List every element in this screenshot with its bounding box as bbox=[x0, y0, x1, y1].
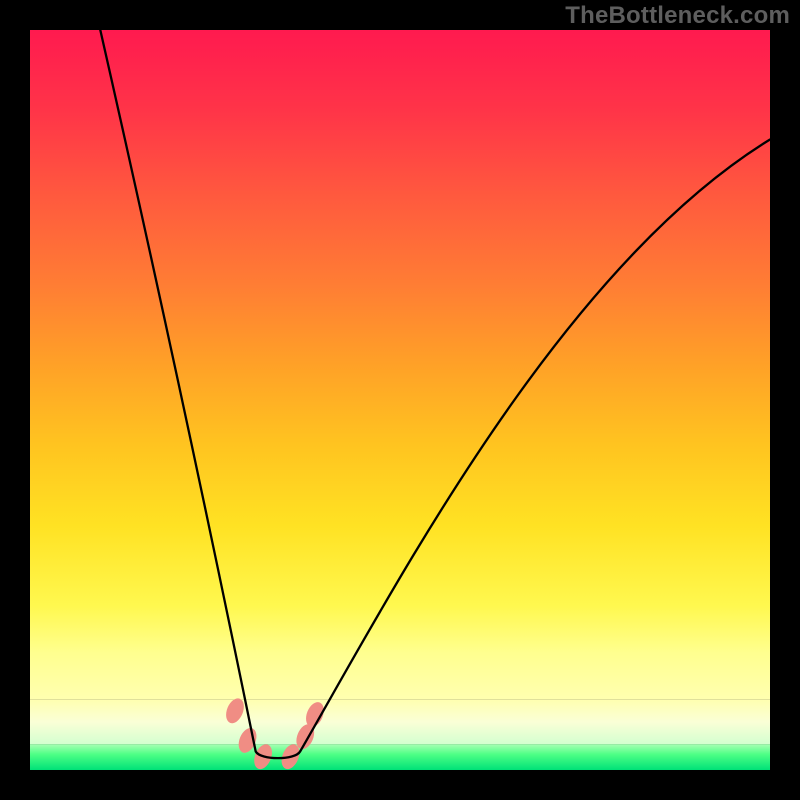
watermark-text: TheBottleneck.com bbox=[565, 2, 790, 30]
chart-svg bbox=[30, 30, 770, 770]
gradient-green-band bbox=[30, 744, 770, 770]
gradient-pale-band bbox=[30, 700, 770, 744]
gradient-upper bbox=[30, 30, 770, 700]
chart-plot-area bbox=[30, 30, 770, 770]
